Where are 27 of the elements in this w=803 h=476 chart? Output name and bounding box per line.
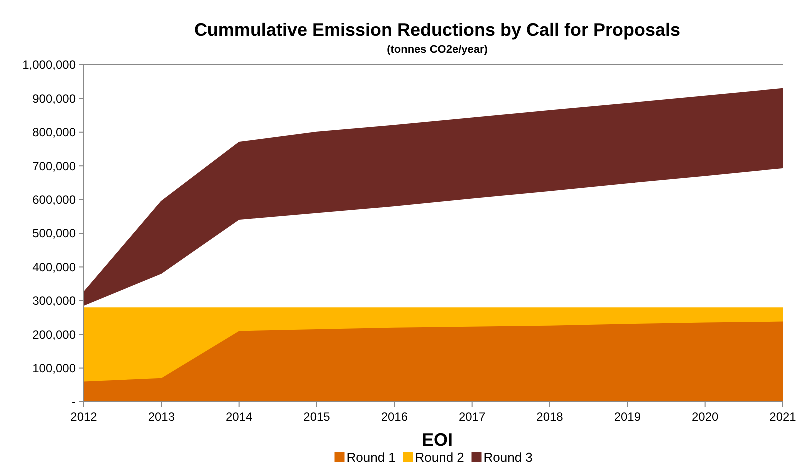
y-tick-label: 200,000 — [32, 328, 76, 342]
x-tick-label: 2021 — [770, 410, 797, 424]
y-tick-label: 700,000 — [32, 159, 76, 174]
y-tick-label: 600,000 — [32, 193, 76, 207]
x-tick-label: 2016 — [381, 410, 408, 424]
x-tick-label: 2017 — [458, 410, 486, 424]
y-tick-label: 1,000,000 — [22, 58, 76, 72]
legend-label: Round 1 — [346, 450, 396, 465]
x-tick-label: 2012 — [70, 410, 98, 424]
x-axis-title: EOI — [422, 430, 454, 450]
x-tick-label: 2015 — [304, 410, 331, 424]
y-tick-label: 400,000 — [32, 260, 76, 274]
y-tick-label: 100,000 — [32, 362, 76, 376]
x-tick-label: 2018 — [536, 410, 564, 424]
y-tick-label: 500,000 — [32, 226, 76, 241]
y-tick-label: 800,000 — [32, 126, 76, 140]
x-tick-label: 2020 — [692, 410, 720, 424]
legend-label: Round 3 — [484, 450, 533, 465]
x-tick-label: 2013 — [148, 410, 176, 424]
chart-subtitle: (tonnes CO2e/year) — [387, 44, 488, 56]
chart-title: Cummulative Emission Reductions by Call for Proposals — [194, 20, 681, 40]
legend-label: Round 2 — [415, 450, 464, 465]
x-tick-label: 2014 — [226, 410, 254, 424]
y-tick-label: 300,000 — [32, 294, 76, 308]
y-tick-label: - — [72, 395, 76, 410]
y-tick-label: 900,000 — [32, 92, 76, 106]
x-tick-label: 2019 — [614, 410, 642, 424]
